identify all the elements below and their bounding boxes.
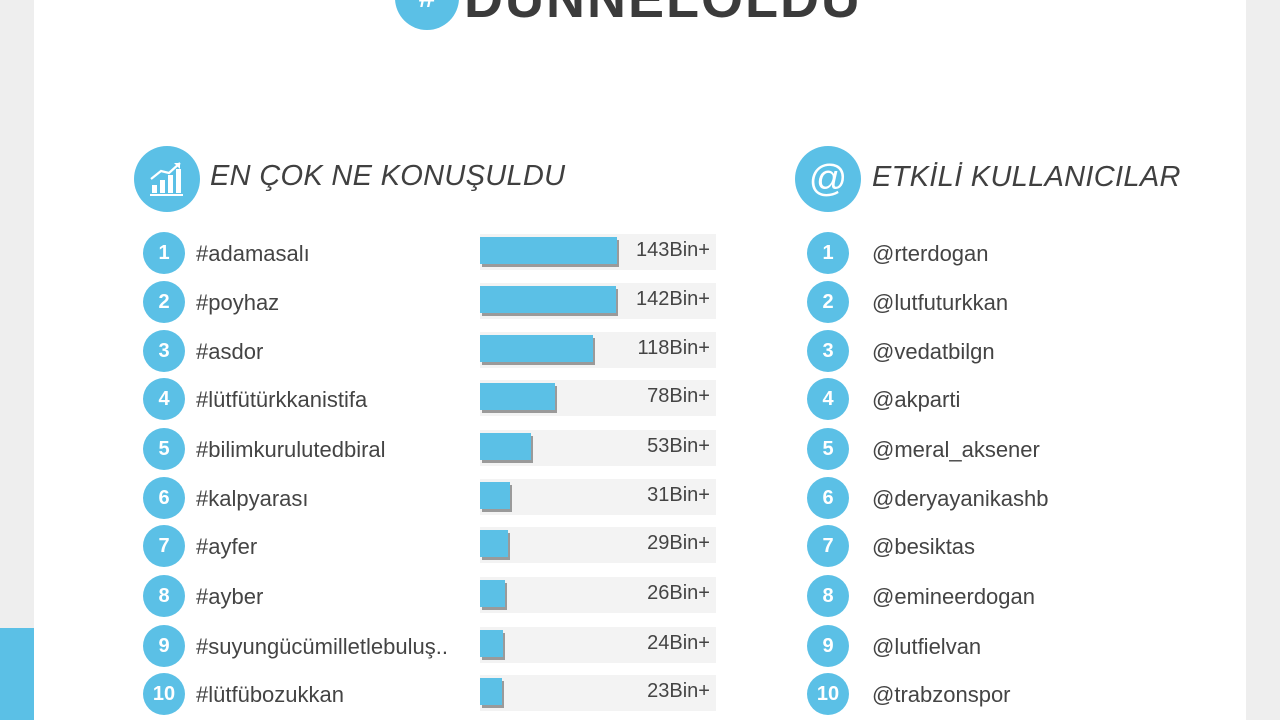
topic-bar-track: 29Bin+ — [480, 527, 716, 563]
user-handle[interactable]: @rterdogan — [872, 241, 989, 266]
topic-tick-label: #bilimkurulutedbiral — [196, 437, 386, 462]
topic-bar-track: 24Bin+ — [480, 627, 716, 663]
user-rank-badge: 2 — [807, 281, 849, 323]
topic-rank-badge: 3 — [143, 330, 185, 372]
at-sign-icon: @ — [795, 146, 861, 212]
users-section-title: ETKİLİ KULLANICILAR — [872, 161, 1181, 193]
user-handle[interactable]: @lutfuturkkan — [872, 290, 1009, 315]
topic-tick-label: #suyungücümilletlebuluş.. — [196, 634, 448, 659]
user-rank-badge: 3 — [807, 330, 849, 372]
topic-tick-label: #kalpyarası — [196, 486, 309, 511]
user-handle[interactable]: @akparti — [872, 387, 961, 412]
topic-bar-track: 23Bin+ — [480, 675, 716, 711]
topic-bar-track: 53Bin+ — [480, 430, 716, 466]
topic-data-label: 31Bin+ — [647, 484, 710, 506]
topic-bar — [480, 630, 503, 657]
topic-rank-badge: 9 — [143, 625, 185, 667]
topic-tick-label: #asdor — [196, 339, 264, 364]
user-handle[interactable]: @lutfielvan — [872, 634, 982, 659]
topic-bar — [480, 678, 502, 705]
topic-bar — [480, 237, 617, 264]
topic-bar-track: 78Bin+ — [480, 380, 716, 416]
user-handle[interactable]: @deryayanikashb — [872, 486, 1049, 511]
topic-bar-track: 118Bin+ — [480, 332, 716, 368]
user-handle[interactable]: @meral_aksener — [872, 437, 1040, 462]
user-rank-badge: 1 — [807, 232, 849, 274]
topic-rank-badge: 10 — [143, 673, 185, 715]
topic-tick-label: #lütfütürkkanistifa — [196, 387, 368, 412]
user-handle[interactable]: @emineerdogan — [872, 584, 1035, 609]
user-rank-badge: 8 — [807, 575, 849, 617]
at-glyph: @ — [808, 158, 848, 200]
growth-chart-icon — [134, 146, 200, 212]
page-title: DÜNNELOLDU — [464, 0, 862, 26]
topic-rank-badge: 2 — [143, 281, 185, 323]
topic-data-label: 78Bin+ — [647, 385, 710, 407]
topic-tick-label: #lütfübozukkan — [196, 682, 344, 707]
topic-tick-label: #ayber — [196, 584, 264, 609]
topic-rank-badge: 1 — [143, 232, 185, 274]
topic-rank-badge: 5 — [143, 428, 185, 470]
user-rank-badge: 10 — [807, 673, 849, 715]
user-rank-badge: 7 — [807, 525, 849, 567]
infographic-card: # DÜNNELOLDU EN ÇOK NE KONUŞULDU @ ETKİL… — [34, 0, 1246, 720]
topic-bar-track: 143Bin+ — [480, 234, 716, 270]
topic-bar-track: 31Bin+ — [480, 479, 716, 515]
topic-rank-badge: 8 — [143, 575, 185, 617]
topic-bar — [480, 383, 555, 410]
user-handle[interactable]: @vedatbilgn — [872, 339, 995, 364]
topic-rank-badge: 6 — [143, 477, 185, 519]
topic-bar — [480, 530, 508, 557]
topic-tick-label: #ayfer — [196, 534, 258, 559]
topic-bar — [480, 335, 593, 362]
topic-bar — [480, 482, 510, 509]
topic-data-label: 118Bin+ — [637, 337, 710, 359]
topic-data-label: 143Bin+ — [636, 239, 710, 261]
user-rank-badge: 6 — [807, 477, 849, 519]
topics-section-title: EN ÇOK NE KONUŞULDU — [210, 160, 566, 192]
topic-tick-label: #adamasalı — [196, 241, 310, 266]
topic-data-label: 29Bin+ — [647, 532, 710, 554]
topic-bar — [480, 580, 505, 607]
user-handle[interactable]: @trabzonspor — [872, 682, 1011, 707]
topic-rank-badge: 4 — [143, 378, 185, 420]
topic-data-label: 24Bin+ — [647, 632, 710, 654]
hashtag-icon: # — [419, 0, 436, 15]
topic-data-label: 23Bin+ — [647, 680, 710, 702]
user-handle[interactable]: @besiktas — [872, 534, 976, 559]
topic-data-label: 53Bin+ — [647, 435, 710, 457]
side-accent-strip — [0, 628, 34, 720]
topic-data-label: 26Bin+ — [647, 582, 710, 604]
user-rank-badge: 5 — [807, 428, 849, 470]
topic-bar-track: 26Bin+ — [480, 577, 716, 613]
topic-rank-badge: 7 — [143, 525, 185, 567]
topic-bar-track: 142Bin+ — [480, 283, 716, 319]
topic-bar — [480, 286, 616, 313]
user-rank-badge: 9 — [807, 625, 849, 667]
topic-data-label: 142Bin+ — [636, 288, 710, 310]
topic-tick-label: #poyhaz — [196, 290, 280, 315]
topic-bar — [480, 433, 531, 460]
user-rank-badge: 4 — [807, 378, 849, 420]
hashtag-badge: # — [395, 0, 459, 30]
